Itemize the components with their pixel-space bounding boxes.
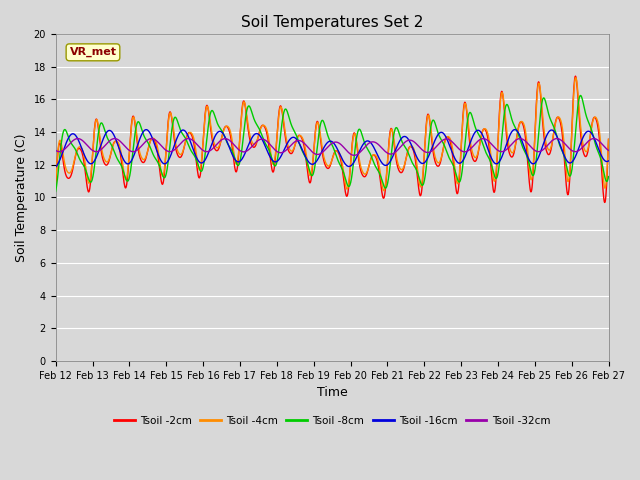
Y-axis label: Soil Temperature (C): Soil Temperature (C): [15, 133, 28, 262]
Legend: Tsoil -2cm, Tsoil -4cm, Tsoil -8cm, Tsoil -16cm, Tsoil -32cm: Tsoil -2cm, Tsoil -4cm, Tsoil -8cm, Tsoi…: [110, 412, 554, 430]
X-axis label: Time: Time: [317, 386, 348, 399]
Title: Soil Temperatures Set 2: Soil Temperatures Set 2: [241, 15, 423, 30]
Text: VR_met: VR_met: [70, 47, 116, 58]
